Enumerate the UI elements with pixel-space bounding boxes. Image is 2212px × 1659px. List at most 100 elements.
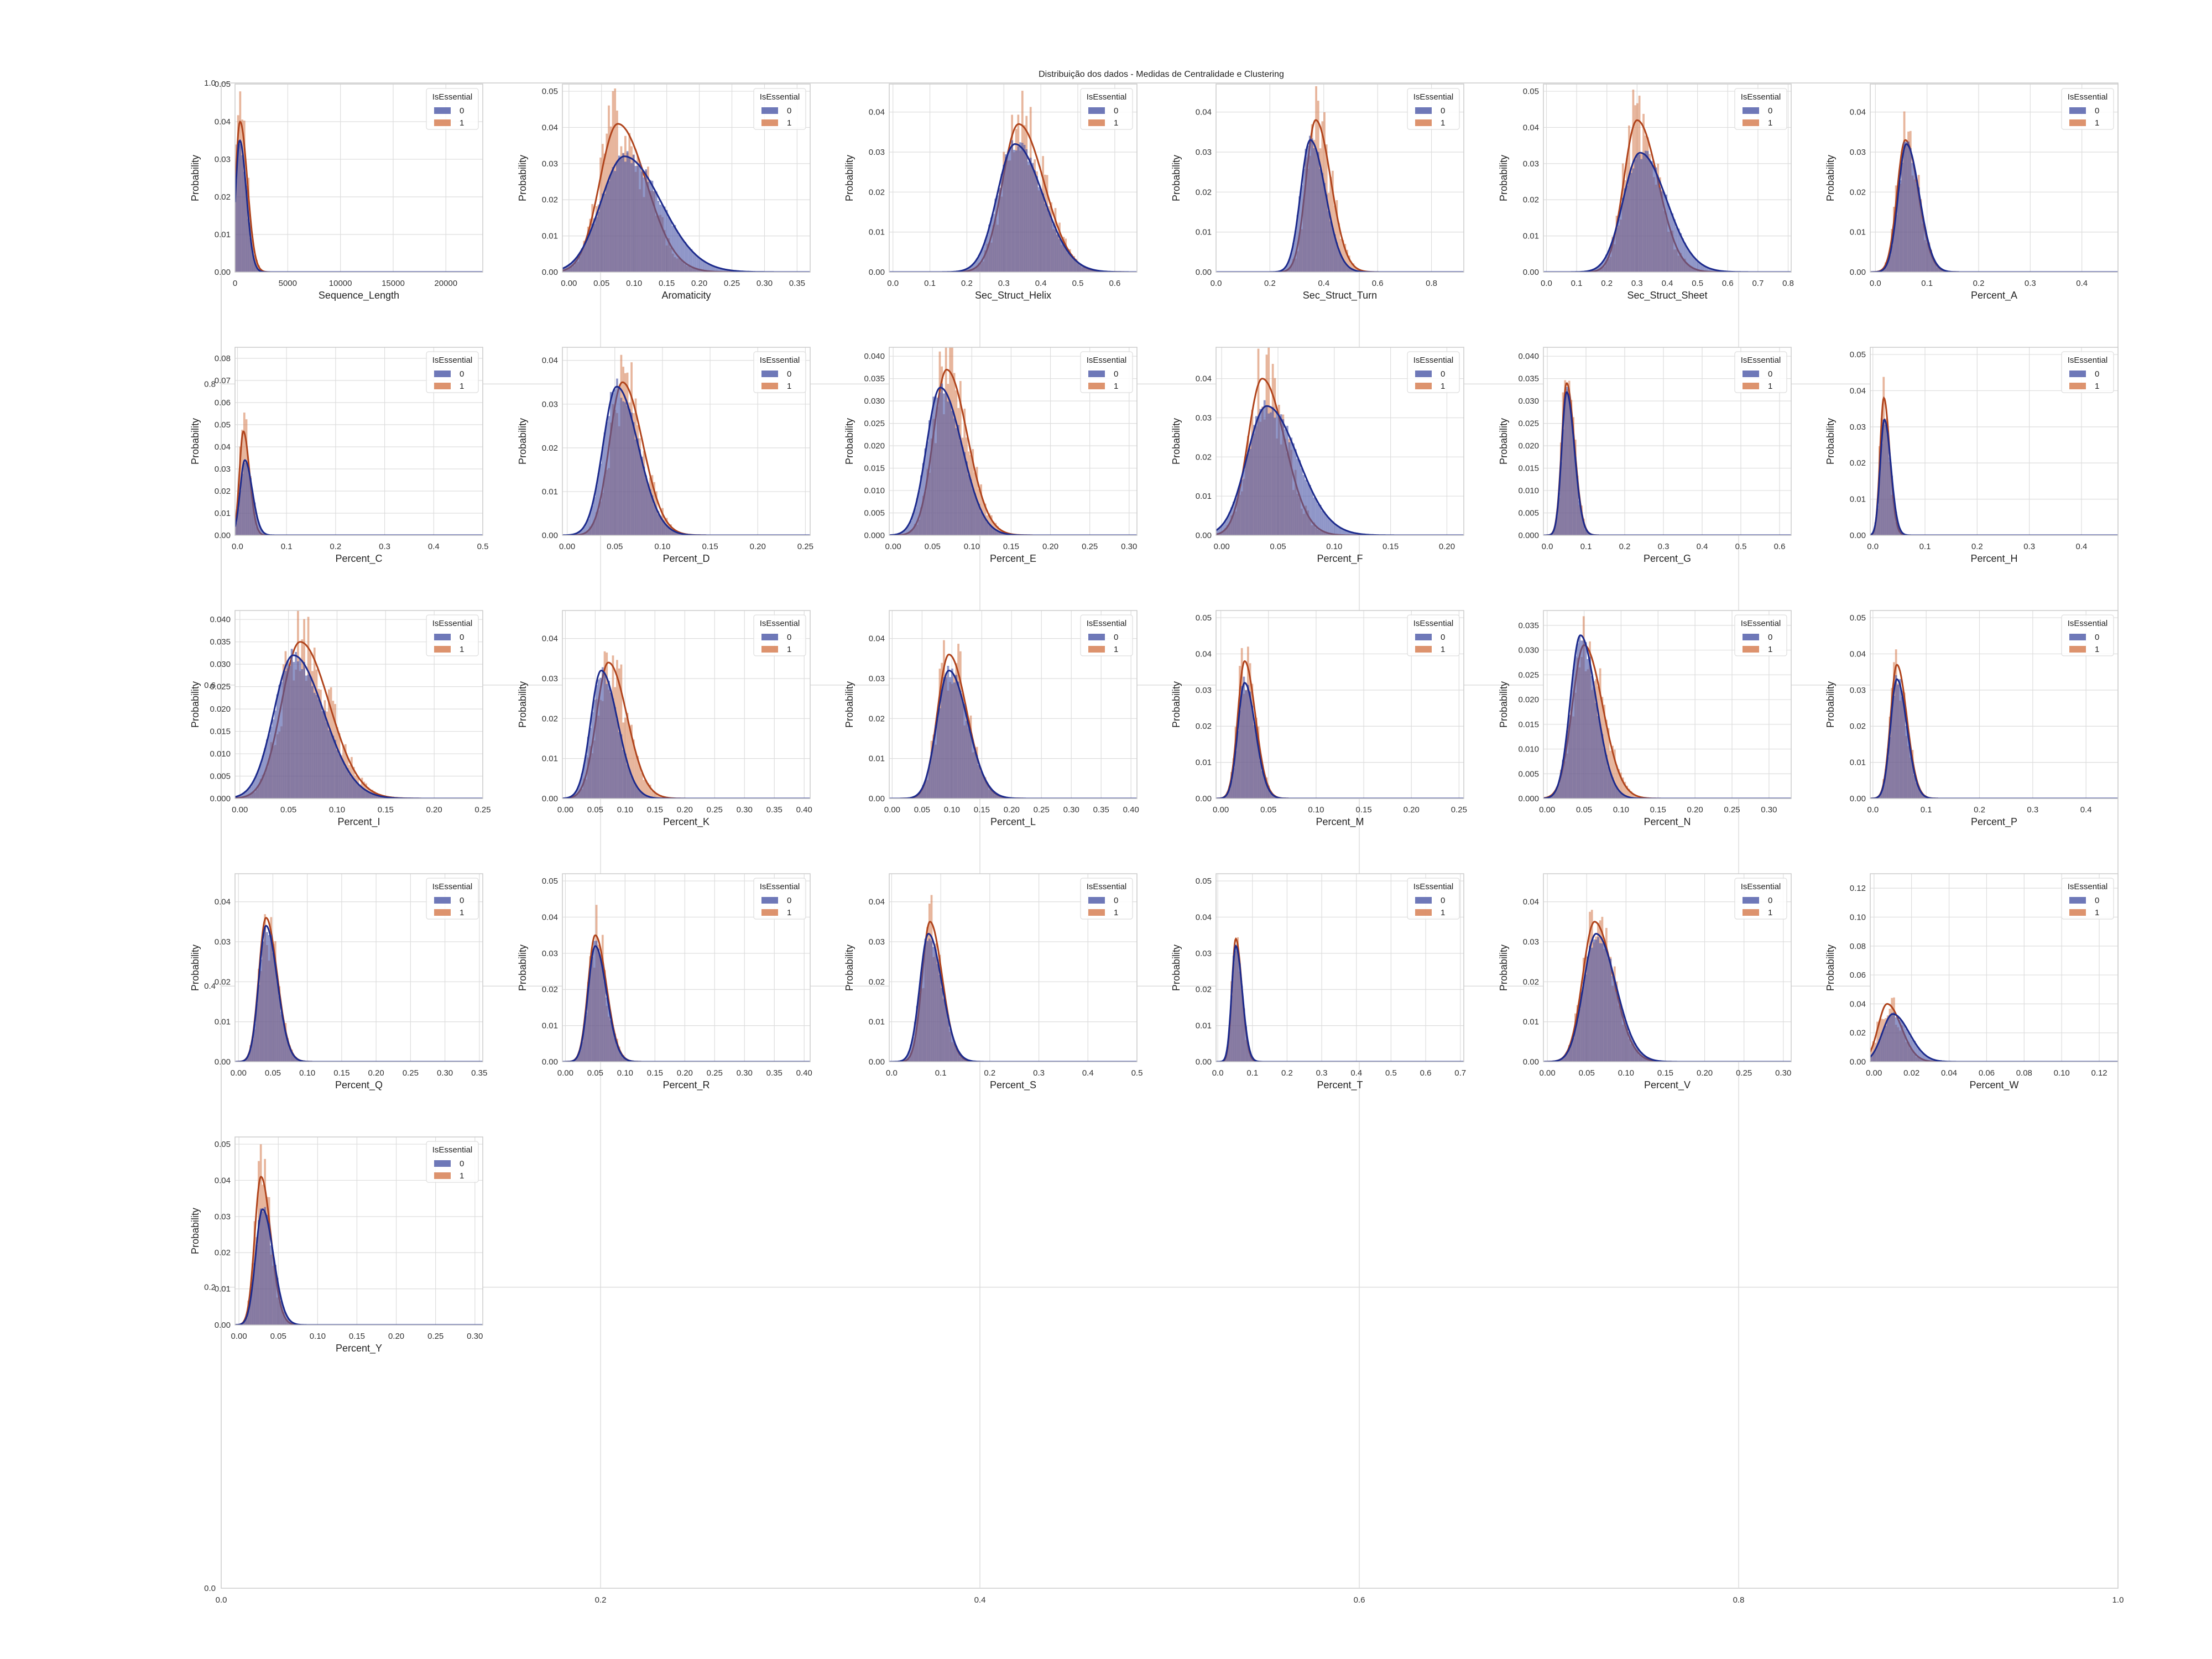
histogram-series-0 [241, 927, 304, 1062]
y-tick-label: 0.020 [1518, 441, 1539, 451]
legend-swatch-0 [2069, 371, 2086, 377]
legend-box [2061, 878, 2114, 920]
histogram-bar [982, 247, 984, 272]
histogram-series-0 [955, 140, 1108, 272]
histogram-bar [1911, 761, 1914, 799]
histogram-bar [1891, 1013, 1893, 1062]
histogram-bar [262, 941, 264, 1062]
y-tick-label: 0.035 [1518, 621, 1539, 630]
histogram-bar [992, 213, 995, 272]
y-tick-label: 0.020 [1518, 695, 1539, 705]
histogram-bar [1613, 749, 1616, 799]
y-tick-label: 0.05 [1196, 613, 1212, 623]
histogram-bar [1934, 1060, 1937, 1062]
histogram-bar [655, 508, 658, 535]
histogram-bar [680, 534, 682, 535]
histogram-bar [247, 789, 250, 799]
histogram-bar [599, 463, 602, 535]
y-axis-label: Probability [1825, 418, 1836, 465]
x-tick-label: 0.15 [1657, 1068, 1673, 1078]
subplot-percent-c: 0.0 0.1 0.2 0.3 0.4 0.50.000.010.020.030.040.… [190, 347, 488, 565]
background-x-tick-label: 1.0 [2112, 1595, 2124, 1605]
kde-line-series-0 [1543, 391, 1791, 535]
histogram-bar [1335, 525, 1338, 535]
histogram-bar [1901, 533, 1903, 535]
histogram-bar [1593, 687, 1595, 799]
plot-marks [1543, 380, 1791, 535]
plot-marks [1543, 616, 1791, 799]
x-tick-label: 20000 [434, 279, 457, 288]
y-tick-label: 0.01 [1850, 228, 1866, 237]
legend-label-0: 0 [460, 896, 464, 905]
histogram-bar [643, 466, 645, 535]
histogram-bar [694, 254, 697, 272]
histogram-bar [1298, 460, 1301, 535]
histogram-bar [1928, 244, 1931, 272]
histogram-bar [1609, 773, 1612, 799]
histogram-bar [990, 217, 993, 272]
histogram-bar [601, 667, 604, 799]
y-tick-label: 0.025 [210, 682, 231, 692]
plot-marks [889, 640, 1137, 799]
histogram-bar [647, 484, 649, 535]
histogram-bar [982, 774, 984, 799]
plot-marks [562, 651, 810, 799]
histogram-bar [1228, 512, 1231, 535]
histogram-bar [1657, 177, 1660, 272]
histogram-bar [1632, 1040, 1635, 1062]
histogram-bar [1624, 188, 1626, 272]
histogram-bar [1669, 211, 1672, 272]
histogram-bar [1924, 227, 1926, 272]
histogram-bar [639, 765, 641, 799]
histogram-bar [1630, 173, 1632, 272]
x-tick-label: 0.20 [677, 1068, 693, 1078]
x-tick-label: 0.30 [757, 279, 773, 288]
histogram-bar [1626, 185, 1629, 272]
histogram-bar [663, 523, 666, 535]
histogram-bar [1344, 244, 1347, 272]
plot-frame [562, 84, 811, 273]
histogram-bar [984, 779, 987, 799]
legend-box [1734, 878, 1787, 920]
histogram-bar [241, 794, 243, 799]
histogram-bar [1582, 982, 1585, 1062]
histogram-bar [986, 783, 989, 799]
x-tick-label: 0.1 [924, 279, 936, 288]
legend-swatch-1 [2069, 909, 2086, 916]
histogram-bar [1932, 1059, 1934, 1062]
histogram-bar [1570, 1043, 1573, 1062]
histogram-bar [692, 252, 695, 272]
legend-swatch-1 [761, 383, 778, 389]
histogram-bar [640, 171, 643, 272]
histogram-bar [280, 682, 283, 799]
histogram-bar [935, 949, 937, 1062]
x-tick-label: 0.20 [368, 1068, 384, 1078]
histogram-bar [1679, 233, 1682, 272]
x-tick-label: 0.30 [467, 1332, 483, 1341]
histogram-bar [1338, 249, 1340, 272]
legend-swatch-1 [1415, 909, 1432, 916]
y-axis-label: Probability [190, 1208, 201, 1254]
histogram-bar [311, 686, 314, 799]
legend-label-0: 0 [787, 633, 791, 642]
histogram-bar [639, 790, 641, 799]
histogram-bar [286, 1040, 289, 1062]
histogram-bar [1034, 170, 1036, 272]
histogram-bar [955, 675, 958, 799]
histogram-bar [1916, 1045, 1918, 1062]
histogram-bar [1640, 159, 1643, 272]
y-tick-label: 0.030 [864, 397, 885, 406]
histogram-bar [1243, 676, 1245, 799]
histogram-bar [959, 1053, 962, 1062]
y-tick-label: 0.05 [1196, 877, 1212, 886]
y-tick-label: 0.03 [1850, 422, 1866, 432]
histogram-bar [680, 237, 682, 272]
histogram-bar [1891, 245, 1893, 272]
histogram-bar [1230, 995, 1233, 1062]
histogram-bar [1568, 395, 1571, 535]
histogram-bar [251, 782, 254, 799]
y-axis-label: Probability [1171, 945, 1182, 991]
